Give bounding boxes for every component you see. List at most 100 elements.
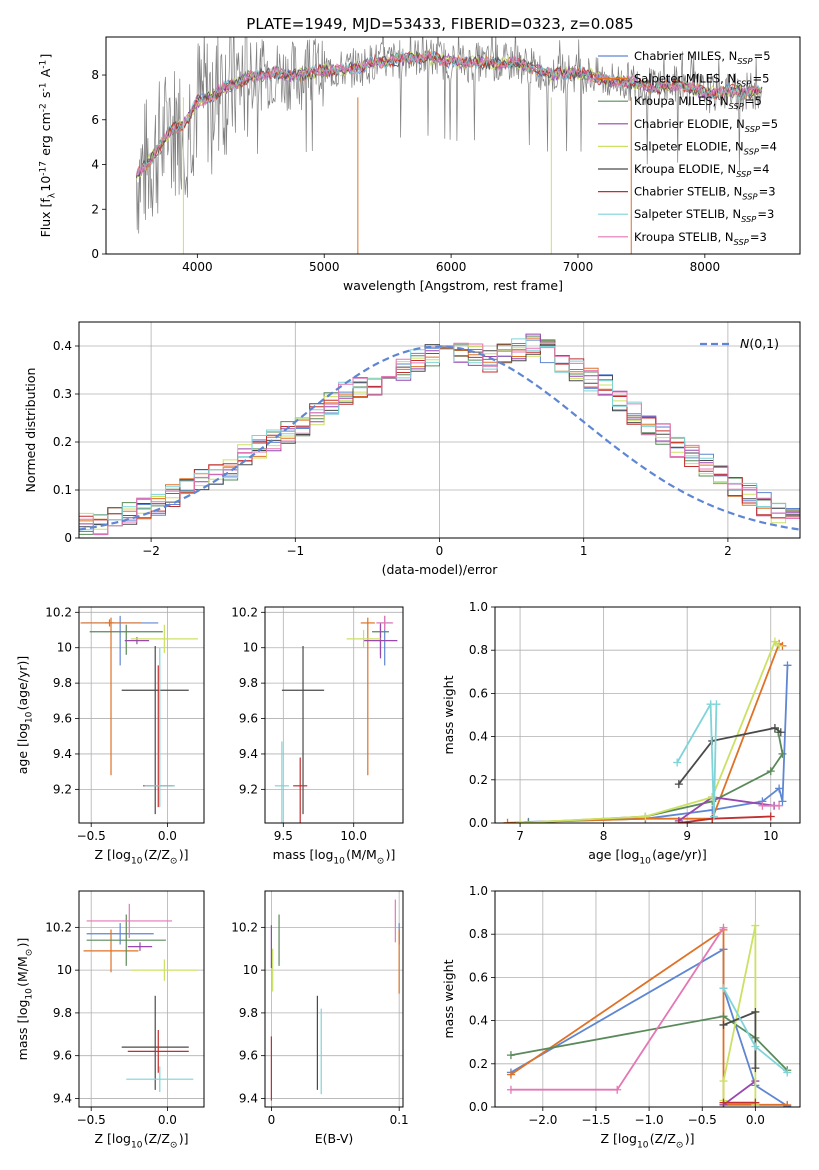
y-tick-label: 10 bbox=[57, 963, 72, 977]
x-tick-label: 0.0 bbox=[158, 829, 177, 843]
x-tick-label: 6000 bbox=[436, 260, 467, 274]
model-spectrum-9 bbox=[135, 51, 762, 176]
axes-frame bbox=[78, 890, 205, 1108]
y-tick-label: 1.0 bbox=[469, 600, 488, 614]
y-tick-label: 9.4 bbox=[239, 1091, 258, 1105]
legend-entry: Salpeter ELODIE, NSSP =4 bbox=[634, 139, 777, 156]
weight-age-panel: 7 8 9 10 0.0 0.2 0.4 0.6 0.8 1.0 age [log10 (age/y… bbox=[441, 600, 801, 866]
x-tick-label: −0.5 bbox=[77, 829, 106, 843]
y-tick-label: 0.2 bbox=[469, 1057, 488, 1071]
weight-marker bbox=[758, 801, 767, 810]
weight-marker bbox=[506, 1085, 515, 1094]
y-tick-label: 0.4 bbox=[469, 1014, 488, 1028]
model-spectrum-1 bbox=[135, 50, 763, 177]
weight-line-8 bbox=[676, 700, 718, 817]
weight-marker bbox=[751, 1042, 760, 1051]
x-axis-label: wavelength [Angstrom, rest frame] bbox=[343, 278, 563, 293]
y-tick-label: 0.0 bbox=[469, 816, 488, 830]
age-metallicity-panel: −0.5 0.0 9.2 9.4 9.6 9.8 10 10.2 Z [log10 (Z/Z⊙ … bbox=[15, 605, 205, 866]
x-tick-label: 1 bbox=[580, 544, 588, 558]
weight-marker bbox=[719, 984, 728, 993]
y-tick-label: 10.2 bbox=[45, 605, 72, 619]
y-tick-label: 9.6 bbox=[53, 712, 72, 726]
y-tick-label: 9.8 bbox=[239, 676, 258, 690]
y-tick-label: 0.1 bbox=[53, 483, 72, 497]
y-tick-label: 0.2 bbox=[469, 773, 488, 787]
weight-marker bbox=[775, 784, 784, 793]
weight-marker bbox=[751, 1098, 760, 1107]
weight-line-7 bbox=[678, 815, 771, 823]
mass-extinction-panel: 0 0.1 9.4 9.6 9.8 10 10.2 E(B-V) bbox=[231, 890, 409, 1146]
y-tick-label: 10 bbox=[243, 641, 258, 655]
residual-panel: −2 −1 0 1 2 0 0.1 0.2 0.3 0.4 (data-model)/error No… bbox=[23, 321, 801, 577]
weight-marker bbox=[719, 923, 728, 932]
weight-marker bbox=[775, 641, 784, 650]
weight-marker bbox=[751, 921, 760, 930]
x-tick-label: −1.5 bbox=[581, 1113, 610, 1127]
normal-curve bbox=[79, 345, 800, 531]
model-spectrum-3 bbox=[135, 50, 762, 178]
plot-area bbox=[265, 891, 403, 1107]
y-tick-label: 0.4 bbox=[53, 339, 72, 353]
y-tick-label: 9.6 bbox=[53, 1049, 72, 1063]
axes-frame bbox=[105, 36, 801, 255]
axes-frame bbox=[264, 890, 404, 1108]
weight-line-3 bbox=[528, 732, 784, 823]
y-tick-label: 9.4 bbox=[53, 747, 72, 761]
model-spectrum-2 bbox=[136, 50, 763, 176]
y-tick-label: 1.0 bbox=[469, 884, 488, 898]
legend-entry: Chabrier ELODIE, NSSP =5 bbox=[634, 117, 778, 134]
legend-entry: Salpeter STELIB, NSSP =3 bbox=[634, 207, 774, 224]
weight-marker bbox=[719, 1077, 728, 1086]
x-tick-label: 9.5 bbox=[274, 829, 293, 843]
weight-marker bbox=[778, 749, 787, 758]
y-tick-label: 9.6 bbox=[239, 712, 258, 726]
y-tick-label: 0 bbox=[91, 247, 99, 261]
y-tick-label: 9.4 bbox=[239, 747, 258, 761]
y-tick-label: 9.8 bbox=[53, 1006, 72, 1020]
y-axis-label: mass [log10 (M/M⊙ )] bbox=[15, 938, 34, 1061]
weight-marker bbox=[776, 728, 785, 737]
weight-line-4 bbox=[722, 1080, 756, 1106]
weight-marker bbox=[770, 637, 779, 646]
plot-area bbox=[79, 891, 204, 1107]
weight-marker bbox=[775, 801, 784, 810]
x-tick-label: −0.5 bbox=[688, 1113, 717, 1127]
x-tick-label: 0 bbox=[436, 544, 444, 558]
weight-marker bbox=[778, 797, 787, 806]
x-tick-label: 2 bbox=[724, 544, 732, 558]
weight-marker bbox=[709, 812, 718, 821]
y-axis-label: mass weight bbox=[441, 959, 456, 1038]
axes-frame bbox=[78, 606, 205, 824]
legend-entry: Chabrier MILES, NSSP =5 bbox=[634, 49, 771, 66]
legend-entry: Salpeter MILES, NSSP =5 bbox=[634, 72, 769, 89]
weight-marker bbox=[766, 812, 775, 821]
legend-entry: Chabrier STELIB, NSSP =3 bbox=[634, 185, 776, 202]
plot-area bbox=[495, 607, 800, 823]
weight-metallicity-panel: −2.0 −1.5 −1.0 −0.5 0.0 0.0 0.2 0.4 0.6 0.8 1.0 Z [… bbox=[441, 884, 801, 1150]
y-tick-label: 4 bbox=[91, 158, 99, 172]
x-tick-label: 7000 bbox=[563, 260, 594, 274]
legend-entry: Kroupa STELIB, NSSP =3 bbox=[634, 230, 767, 247]
y-tick-label: 9.2 bbox=[239, 782, 258, 796]
plot-area bbox=[79, 322, 800, 538]
x-axis-label: Z [log10 (Z/Z⊙ )] bbox=[601, 1131, 695, 1150]
weight-marker bbox=[674, 819, 683, 823]
weight-line-5 bbox=[722, 925, 757, 1105]
weight-marker bbox=[506, 1070, 515, 1079]
y-tick-label: 10 bbox=[57, 641, 72, 655]
weight-marker bbox=[712, 700, 721, 709]
y-tick-label: 6 bbox=[91, 113, 99, 127]
weight-marker bbox=[783, 661, 792, 670]
x-tick-label: −2.0 bbox=[528, 1113, 557, 1127]
weight-marker bbox=[770, 723, 779, 732]
y-tick-label: 0.0 bbox=[469, 1100, 488, 1114]
y-tick-label: 9.8 bbox=[53, 676, 72, 690]
y-axis-label: Flux [fλ 10-17 erg cm-2 s-1 A-1 ] bbox=[38, 54, 57, 238]
weight-line-3 bbox=[510, 1015, 788, 1071]
axes-frame bbox=[78, 321, 801, 539]
x-tick-label: 10.0 bbox=[340, 829, 367, 843]
y-axis-label: mass weight bbox=[441, 675, 456, 754]
